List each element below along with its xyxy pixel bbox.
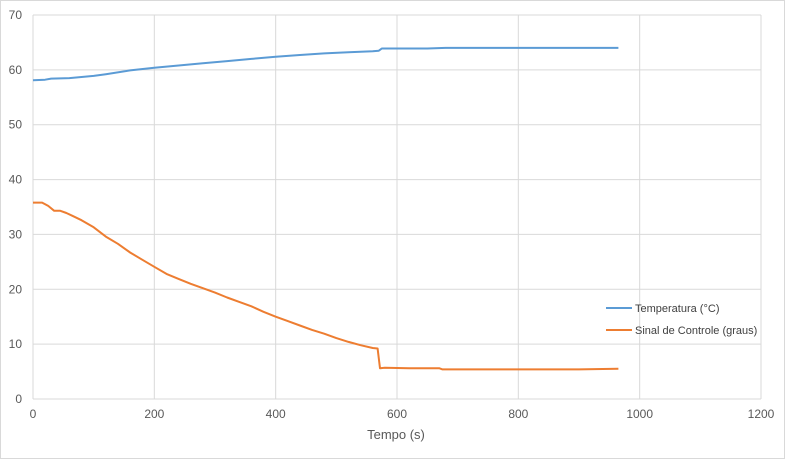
x-axis-title: Tempo (s) [367, 427, 425, 442]
x-tick-label: 400 [266, 407, 286, 421]
x-tick-label: 800 [508, 407, 528, 421]
gridlines [32, 14, 762, 400]
y-tick-label: 0 [15, 392, 22, 406]
x-tick-label: 1000 [626, 407, 653, 421]
legend-label: Sinal de Controle (graus) [635, 325, 757, 337]
y-tick-label: 60 [9, 63, 23, 77]
x-tick-label: 600 [387, 407, 407, 421]
y-tick-label: 70 [9, 8, 23, 22]
legend-label: Temperatura (°C) [635, 303, 719, 315]
y-tick-label: 10 [9, 337, 23, 351]
y-tick-label: 20 [9, 282, 23, 296]
series-lines [32, 46, 619, 371]
legend: Temperatura (°C) Sinal de Controle (graus… [606, 303, 757, 337]
x-tick-labels: 0 200 400 600 800 1000 1200 [30, 407, 775, 421]
y-tick-labels: 0 10 20 30 40 50 60 70 [9, 8, 23, 406]
series-line-2 [33, 201, 619, 371]
x-tick-label: 1200 [748, 407, 775, 421]
y-tick-label: 30 [9, 227, 23, 241]
y-tick-label: 50 [9, 118, 23, 132]
y-tick-label: 40 [9, 173, 23, 187]
x-tick-label: 200 [144, 407, 164, 421]
series-line-1 [32, 46, 619, 82]
x-tick-label: 0 [30, 407, 37, 421]
